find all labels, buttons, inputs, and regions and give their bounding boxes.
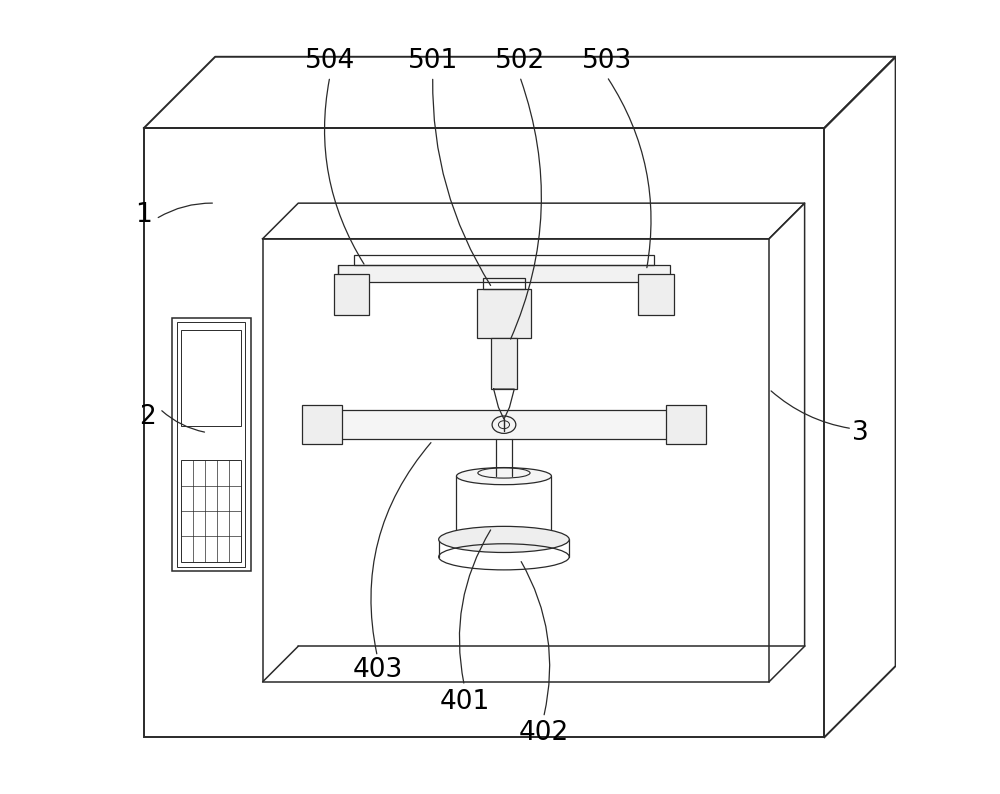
Bar (638, 274, 674, 314)
Bar (491, 337, 517, 389)
Text: 502: 502 (495, 48, 545, 74)
Bar (334, 274, 369, 314)
Bar (483, 278, 525, 288)
Bar (302, 405, 342, 445)
Bar (181, 330, 241, 426)
Text: 401: 401 (439, 688, 490, 715)
Bar (177, 322, 245, 567)
Text: 1: 1 (136, 202, 152, 228)
Ellipse shape (439, 526, 569, 553)
Text: 504: 504 (305, 48, 355, 74)
Text: 403: 403 (352, 657, 402, 683)
Bar (477, 288, 531, 337)
Text: 3: 3 (852, 419, 868, 445)
Bar (338, 265, 670, 283)
Text: 402: 402 (518, 720, 569, 746)
Text: 2: 2 (140, 404, 156, 430)
Bar (181, 461, 241, 561)
Bar (354, 256, 654, 265)
Bar (144, 128, 824, 737)
Ellipse shape (456, 468, 551, 484)
Bar (666, 405, 706, 445)
Text: 501: 501 (408, 48, 458, 74)
Text: 503: 503 (582, 48, 632, 74)
Bar (263, 239, 769, 682)
Bar (172, 318, 251, 571)
Bar (338, 410, 670, 439)
